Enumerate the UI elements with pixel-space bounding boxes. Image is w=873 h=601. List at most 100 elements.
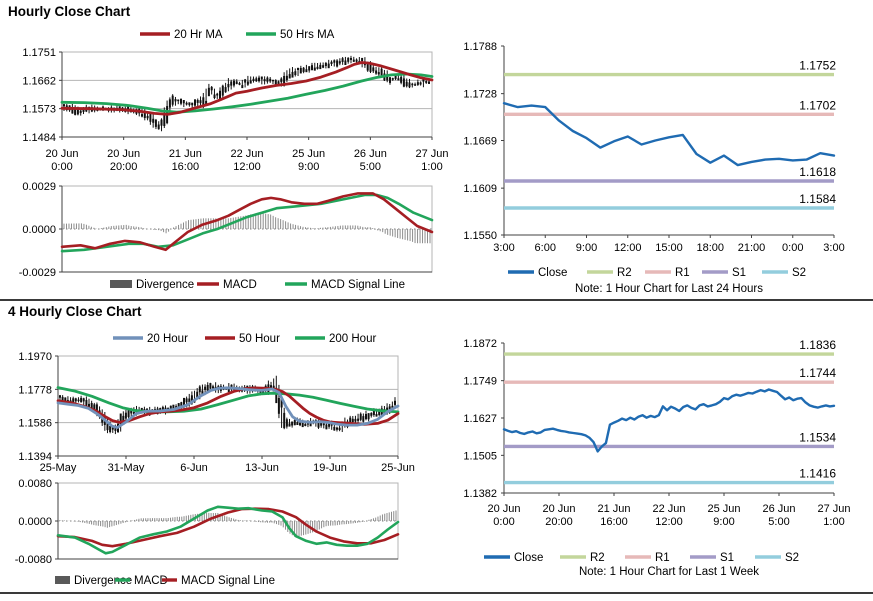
ref-label-s2: 1.1584: [799, 192, 836, 206]
x-tick-label: 12:00: [655, 516, 683, 528]
ref-label-s2: 1.1416: [799, 467, 836, 481]
ref-label-r1: 1.1702: [799, 98, 836, 112]
candle-body: [106, 420, 109, 431]
x-tick-label: 20:00: [110, 161, 138, 173]
candle-body: [370, 413, 373, 416]
candle-body: [280, 78, 283, 83]
candle-body: [274, 80, 277, 85]
candle-body: [185, 398, 188, 403]
legend-label-s1: S1: [720, 552, 734, 564]
section-divider: [0, 299, 873, 301]
candle-body: [344, 60, 347, 65]
candle-body: [241, 85, 244, 89]
candle-body: [277, 81, 280, 85]
candle-body: [76, 108, 79, 115]
candle-body: [141, 114, 143, 117]
candle-body: [352, 59, 355, 62]
x-tick-label: 0:00: [493, 516, 514, 528]
candle-body: [90, 403, 93, 411]
legend-label-20-hour: 20 Hour: [147, 333, 188, 345]
candle-body: [367, 413, 370, 420]
legend-label-divergence: Divergence: [74, 575, 132, 587]
x-tick-label: 3:00: [493, 242, 514, 254]
hourly-price-50-hrs-ma-line: [60, 72, 434, 114]
x-tick-label: 9:00: [713, 516, 734, 528]
y-tick-label: 1.1788: [463, 41, 497, 53]
legend-label-s2: S2: [785, 552, 799, 564]
bottom-divider: [0, 592, 873, 594]
legend-label-s1: S1: [732, 267, 746, 279]
candle-body: [172, 404, 175, 409]
x-tick-label: 5:00: [768, 516, 789, 528]
y-tick-label: 1.1627: [463, 413, 497, 425]
candle-body: [320, 423, 323, 426]
candle-body: [347, 57, 350, 62]
candle-body: [168, 99, 171, 108]
candle-body: [210, 86, 213, 91]
candle-body: [161, 407, 164, 412]
candle-body: [285, 419, 288, 427]
x-tick-label: 16:00: [600, 516, 628, 528]
candle-body: [308, 66, 311, 71]
ref-label-s1: 1.1618: [799, 165, 836, 179]
x-tick-label: 20 Jun: [45, 148, 78, 160]
candle-body: [174, 99, 177, 102]
x-tick-label: 6:00: [535, 242, 556, 254]
candle-body: [249, 80, 252, 84]
candle-body: [171, 95, 174, 105]
candle-body: [164, 407, 167, 411]
x-tick-label: 20 Jun: [107, 148, 140, 160]
candle-body: [325, 424, 328, 430]
candle-body: [294, 71, 297, 75]
candle-body: [391, 78, 394, 80]
candle-body: [378, 409, 381, 415]
candle-body: [283, 412, 286, 429]
candle-body: [207, 87, 210, 97]
x-tick-label: 13-Jun: [245, 462, 279, 474]
candle-body: [246, 81, 249, 85]
candle-body: [338, 427, 341, 430]
y-tick-label: 1.1586: [18, 418, 52, 430]
candle-body: [285, 75, 288, 81]
x-tick-label: 25 Jun: [292, 148, 325, 160]
candle-body: [188, 102, 191, 106]
macd-line: [56, 505, 400, 555]
macd-signal-line: [56, 507, 400, 548]
candle-body: [213, 94, 216, 98]
macd-line: [60, 192, 434, 252]
candle-body: [154, 119, 157, 127]
hourly-note: Note: 1 Hour Chart for Last 24 Hours: [575, 283, 763, 295]
candle-body: [152, 118, 155, 123]
y-tick-label: 1.1669: [463, 136, 497, 148]
x-tick-label: 6-Jun: [180, 462, 208, 474]
legend-label-close: Close: [538, 267, 567, 279]
candle-body: [82, 110, 85, 112]
x-tick-label: 0:00: [782, 242, 803, 254]
x-tick-label: 25-Jun: [381, 462, 415, 474]
x-tick-label: 26 Jun: [762, 503, 795, 515]
candle-body: [313, 67, 316, 71]
x-tick-label: 3:00: [823, 242, 844, 254]
candle-body: [322, 65, 325, 68]
candle-body: [333, 60, 336, 63]
candle-body: [372, 67, 375, 72]
candle-body: [357, 418, 360, 421]
candle-body: [405, 81, 408, 87]
y-tick-label: 0.0080: [18, 478, 52, 490]
candle-body: [301, 422, 304, 428]
candle-body: [272, 79, 274, 82]
candle-body: [260, 76, 263, 80]
candle-body: [61, 396, 64, 403]
x-tick-label: 9:00: [576, 242, 597, 254]
candle-body: [130, 408, 133, 414]
y-tick-label: 1.1872: [463, 338, 497, 350]
candle-body: [227, 388, 230, 392]
x-tick-label: 9:00: [298, 161, 319, 173]
x-tick-label: 1:00: [421, 161, 442, 173]
y-tick-label: 1.1778: [18, 384, 52, 396]
candle-body: [270, 385, 272, 388]
candle-body: [317, 421, 320, 428]
x-tick-label: 18:00: [696, 242, 724, 254]
